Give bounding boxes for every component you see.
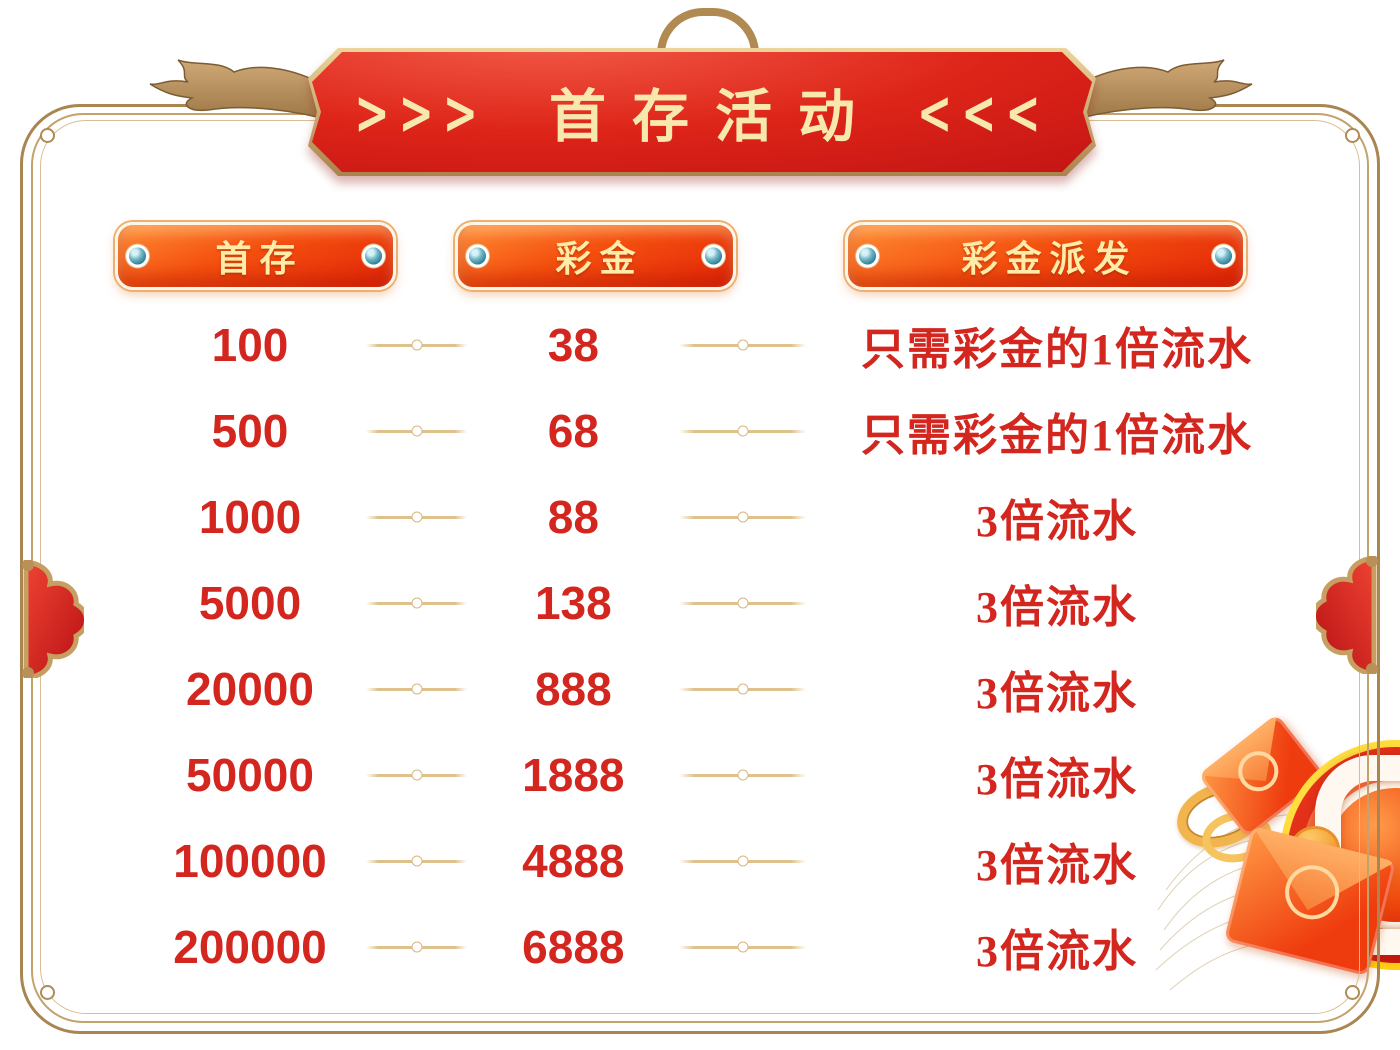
divider-line xyxy=(679,687,806,691)
table-row: 20000 888 3倍流水 xyxy=(150,646,1292,732)
column-header-label: 彩金 xyxy=(555,239,644,279)
divider-line xyxy=(679,343,806,347)
requirement-value: 3倍流水 xyxy=(976,497,1138,546)
column-header-payout: 彩金派发 xyxy=(845,222,1246,290)
requirement-value: 只需彩金的1倍流水 xyxy=(861,411,1253,460)
table-row: 100000 4888 3倍流水 xyxy=(150,818,1292,904)
cloud-ornament-right xyxy=(1311,555,1378,677)
bonus-value: 1888 xyxy=(522,749,625,801)
gem-icon xyxy=(129,247,146,265)
chevrons-left-icon: <<< xyxy=(917,76,1050,148)
column-header-label: 彩金派发 xyxy=(961,239,1138,279)
deposit-value: 500 xyxy=(211,405,289,457)
table-row: 5000 138 3倍流水 xyxy=(150,560,1292,646)
deposit-value: 50000 xyxy=(186,749,314,801)
deposit-value: 1000 xyxy=(198,491,302,543)
divider-line xyxy=(366,859,468,863)
requirement-value: 3倍流水 xyxy=(976,583,1138,632)
deposit-value: 20000 xyxy=(186,663,314,715)
bonus-value: 6888 xyxy=(522,921,625,973)
column-header-deposit: 首存 xyxy=(115,222,396,290)
divider-line xyxy=(366,343,468,347)
chevrons-right-icon: >>> xyxy=(354,76,487,148)
column-header-label: 首存 xyxy=(215,239,304,279)
deposit-value: 200000 xyxy=(173,921,327,973)
bonus-value: 138 xyxy=(534,577,612,629)
cloud-ornament-left xyxy=(22,559,89,681)
divider-line xyxy=(679,515,806,519)
gem-icon xyxy=(1215,247,1232,265)
corner-knob xyxy=(40,128,55,143)
divider-line xyxy=(679,601,806,605)
divider-line xyxy=(366,601,468,605)
divider-line xyxy=(366,773,468,777)
gem-icon xyxy=(705,247,722,265)
requirement-value: 3倍流水 xyxy=(976,755,1138,804)
bonus-value: 4888 xyxy=(522,835,625,887)
title-banner: >>> 首存活动 <<< xyxy=(308,48,1096,176)
deposit-value: 100000 xyxy=(173,835,327,887)
bonus-table-body: 100 38 只需彩金的1倍流水 500 68 只需彩金的1倍流水 1000 8… xyxy=(150,302,1292,990)
table-row: 500 68 只需彩金的1倍流水 xyxy=(150,388,1292,474)
bonus-value: 888 xyxy=(534,663,612,715)
table-row: 200000 6888 3倍流水 xyxy=(150,904,1292,990)
divider-line xyxy=(679,773,806,777)
bonus-decoration: 100 50 xyxy=(1150,700,1400,1040)
divider-line xyxy=(366,429,468,433)
divider-line xyxy=(366,687,468,691)
divider-line xyxy=(679,859,806,863)
requirement-value: 3倍流水 xyxy=(976,841,1138,890)
bonus-value: 38 xyxy=(547,319,599,371)
gem-icon xyxy=(859,247,876,265)
divider-line xyxy=(679,945,806,949)
table-row: 100 38 只需彩金的1倍流水 xyxy=(150,302,1292,388)
table-row: 1000 88 3倍流水 xyxy=(150,474,1292,560)
corner-knob xyxy=(1345,128,1360,143)
deposit-value: 100 xyxy=(211,319,289,371)
divider-line xyxy=(366,945,468,949)
gem-icon xyxy=(469,247,486,265)
corner-knob xyxy=(1345,985,1360,1000)
bonus-value: 68 xyxy=(547,405,599,457)
table-row: 50000 1888 3倍流水 xyxy=(150,732,1292,818)
banner-red-plate xyxy=(312,52,1092,172)
requirement-value: 只需彩金的1倍流水 xyxy=(861,325,1253,374)
requirement-value: 3倍流水 xyxy=(976,927,1138,976)
corner-knob xyxy=(40,985,55,1000)
gem-icon xyxy=(365,247,382,265)
column-header-bonus: 彩金 xyxy=(455,222,736,290)
banner-title: 首存活动 xyxy=(549,86,881,149)
bonus-value: 88 xyxy=(547,491,599,543)
divider-line xyxy=(679,429,806,433)
divider-line xyxy=(366,515,468,519)
deposit-value: 5000 xyxy=(198,577,302,629)
requirement-value: 3倍流水 xyxy=(976,669,1138,718)
